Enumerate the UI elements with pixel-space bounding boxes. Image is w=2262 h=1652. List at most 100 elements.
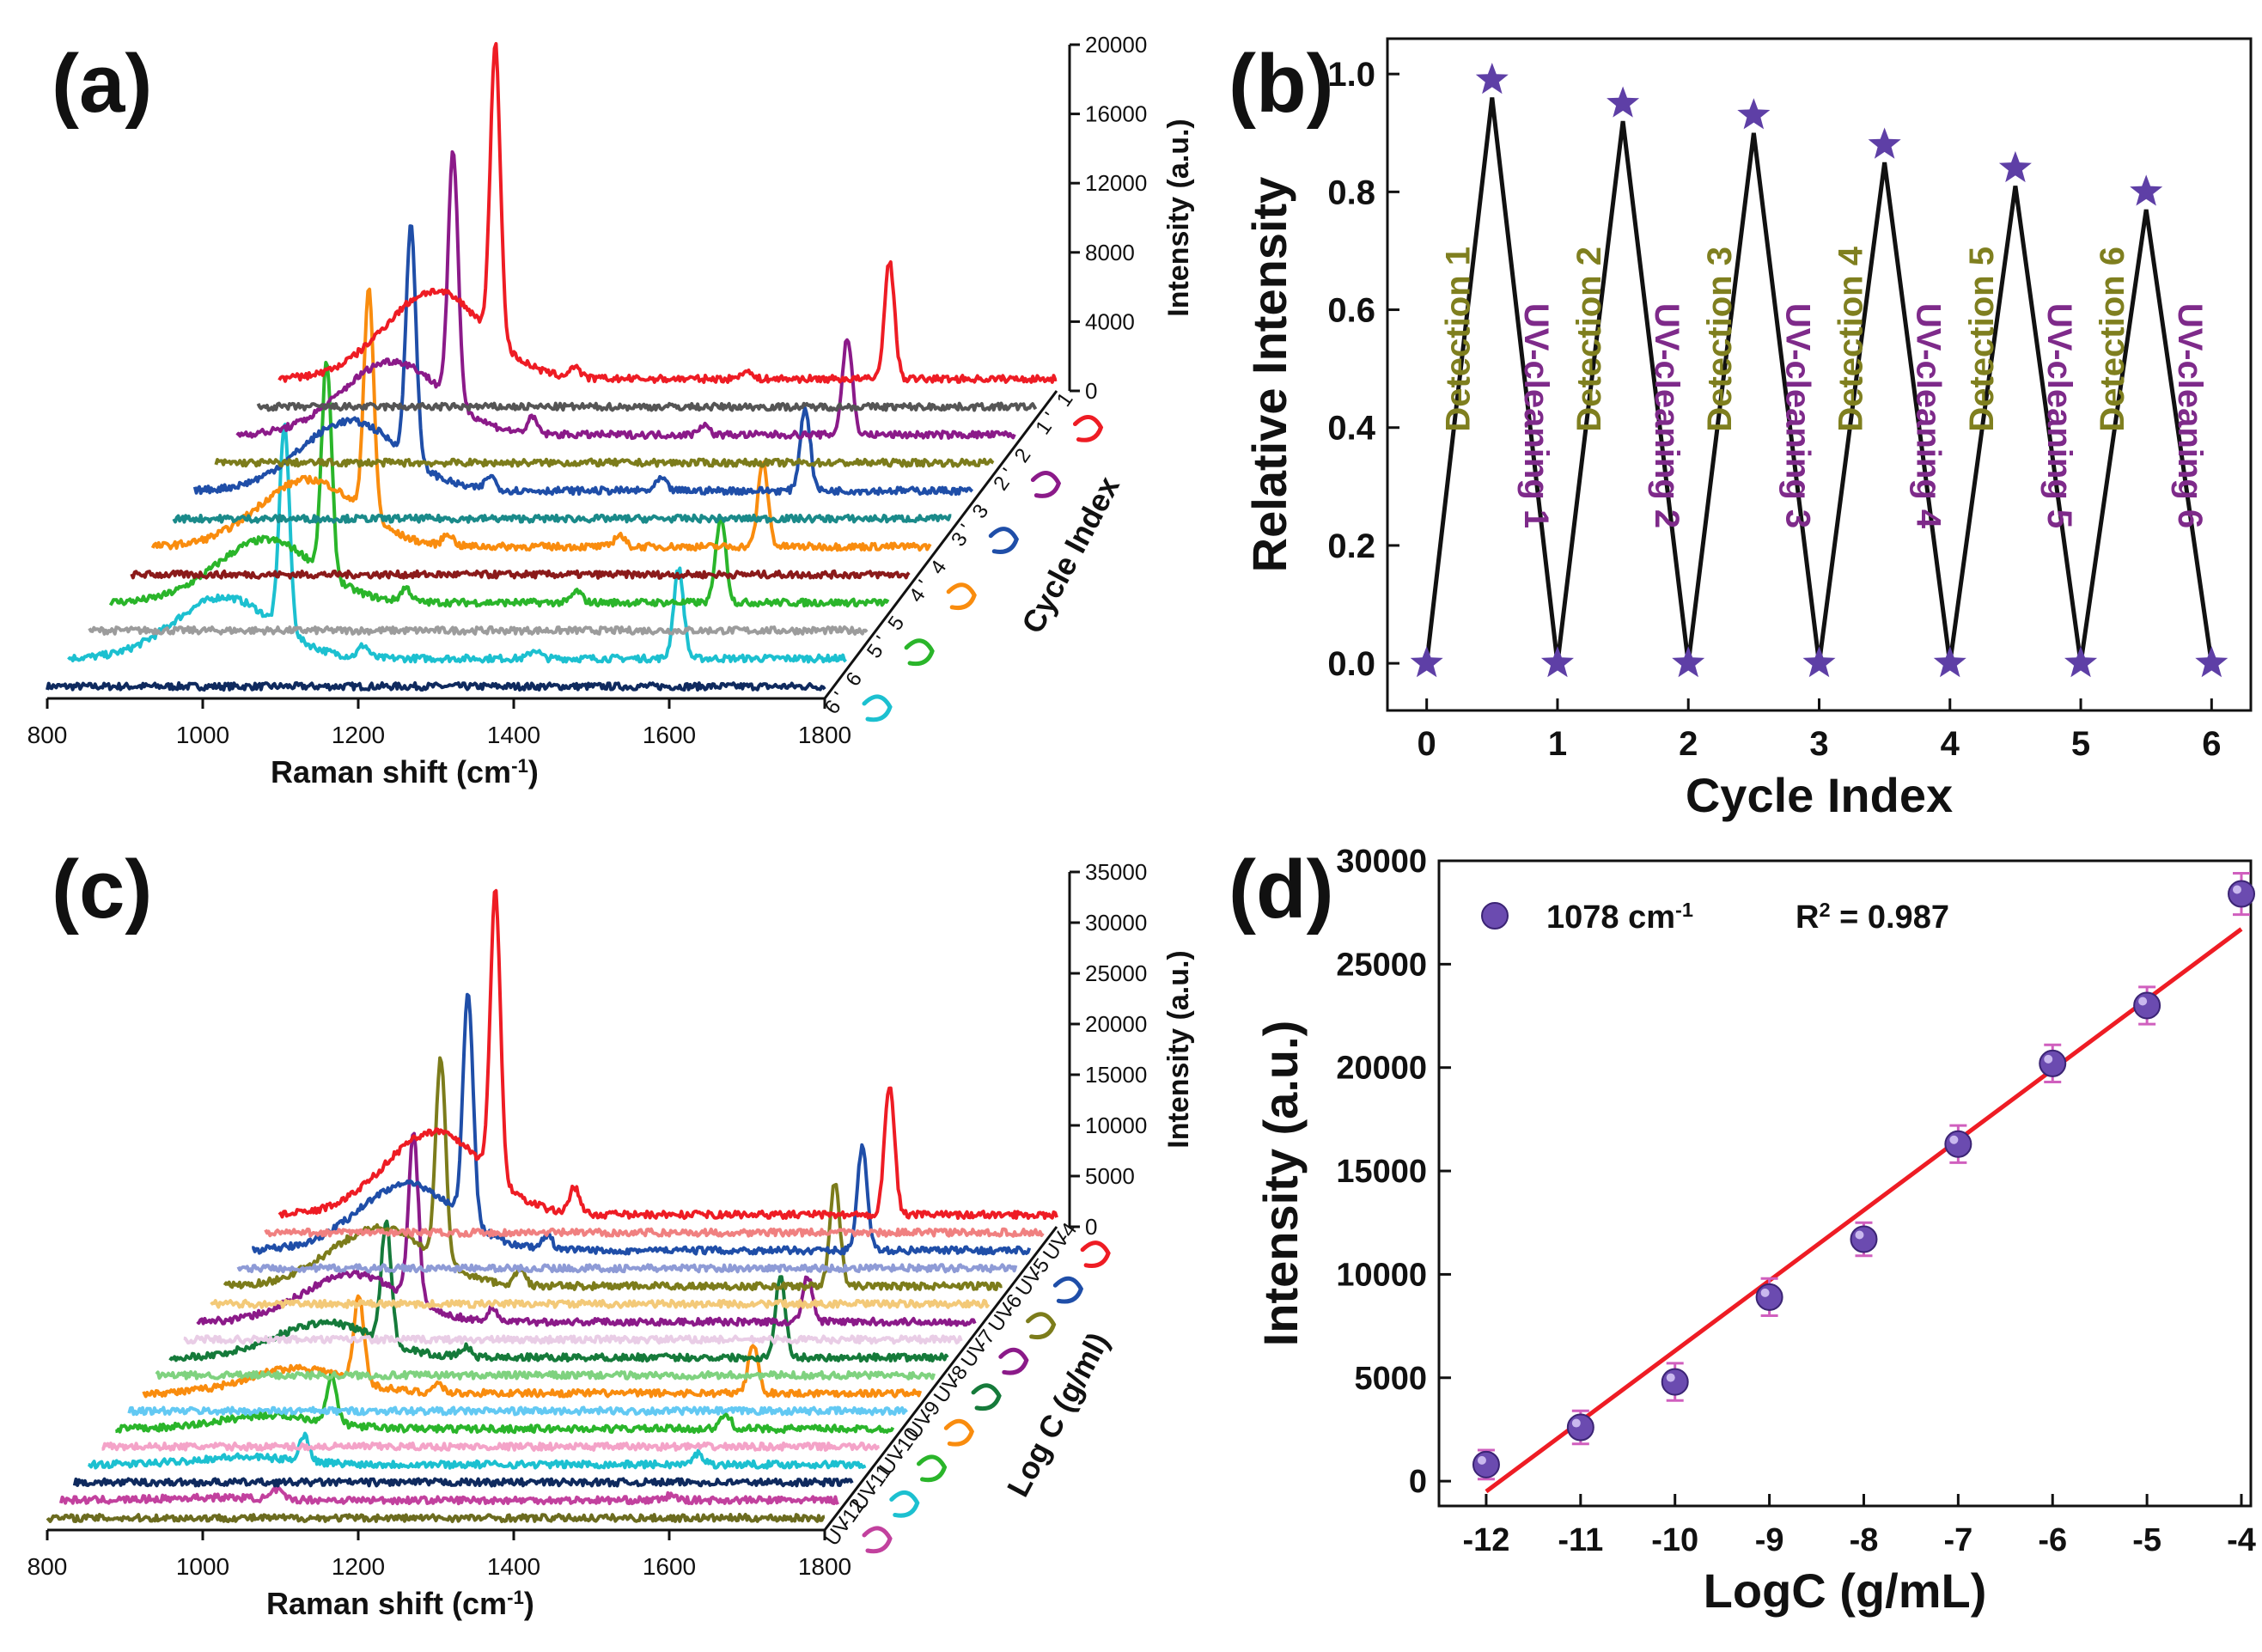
data-point-highlight [1666,1373,1675,1382]
x-tick-label: -6 [2038,1522,2067,1558]
x-tick-label: 1400 [487,1553,540,1580]
detection-label: Detection 5 [1963,247,2001,432]
x-axis-title: Raman shift (cm-1) [266,1586,534,1621]
x-axis-title: LogC (g/mL) [1704,1564,1987,1618]
star-marker [1998,150,2032,183]
cleaning-arrow-icon [1072,415,1104,442]
intensity-tick-label: 0 [1085,378,1097,404]
detection-label: Detection 3 [1701,247,1739,432]
data-point-highlight [1855,1230,1864,1240]
x-axis-title-part: ) [524,1586,534,1621]
cleaning-arrow-icon [946,582,977,610]
y-axis-title: Relative Intensity [1242,177,1296,573]
cleaning-arrow-icon [862,694,893,722]
intensity-tick-label: 4000 [1085,308,1135,334]
x-tick-label: -12 [1462,1522,1509,1558]
cleaning-arrow-icon [971,1383,1002,1411]
uv-cleaning-label: UV-cleaning 2 [1648,303,1686,528]
y-tick-label: 15000 [1336,1154,1427,1190]
spectrum-trace [46,681,826,692]
intensity-tick-label: 25000 [1085,960,1147,986]
cleaning-arrow-icon [998,1347,1029,1375]
cleaning-arrow-icon [1080,1241,1111,1268]
r-squared-label-part: R [1796,899,1819,936]
x-tick-label: 5 [2071,725,2090,763]
cleaning-arrow-icon [889,1490,920,1518]
y-tick-label: 0.4 [1327,410,1375,448]
depth-tick-label: 6 ' [820,688,851,719]
data-point [1850,1225,1878,1253]
y-tick-label: 0.2 [1327,527,1375,565]
x-tick-label: 1200 [332,722,385,748]
y-tick-label: 10000 [1336,1257,1427,1293]
cleaning-arrow-icon [862,1526,893,1554]
x-tick-label: -4 [2227,1522,2256,1558]
depth-axis-title: Cycle Index [1015,471,1126,639]
x-axis-title-part: -1 [511,755,528,777]
panel-b-cycle-plot: 0 1 2 3 4 5 6 0.0 0.2 0.4 0.6 0.8 1.0 Cycle Index Rela… [1242,37,2253,822]
spectrum-trace [236,1263,1018,1274]
intensity-tick-label: 20000 [1085,1011,1147,1037]
data-point [1566,1413,1594,1442]
legend-label: 1078 cm-1 [1546,899,1693,936]
y-tick-label: 1.0 [1327,56,1375,94]
x-tick-label: 1600 [643,1553,696,1580]
data-point [2133,991,2161,1020]
star-marker [1607,86,1640,118]
x-tick-label: 800 [27,1553,68,1580]
x-tick-label: 1000 [176,722,229,748]
detection-label: Detection 2 [1570,247,1608,432]
spectrum-trace [223,1056,1003,1291]
intensity-tick-label: 15000 [1085,1062,1147,1088]
spectrum-trace [150,287,932,552]
star-marker [1475,63,1509,94]
spectrum-trace [277,41,1058,384]
panel-c-letter: (c) [52,844,152,936]
x-axis-title: Raman shift (cm-1) [271,754,539,789]
x-tick-label: 6 [2202,725,2221,763]
depth-tick-label: 3 ' [947,521,978,552]
spectrum-trace [256,401,1038,412]
depth-axis-line [823,1226,1058,1531]
spectrum-trace [183,1334,963,1345]
uv-cleaning-label: UV-cleaning 3 [1778,303,1816,528]
spectrum-trace [88,625,869,636]
spectrum-trace [277,888,1058,1220]
spectrum-trace [101,1442,880,1452]
star-marker [2130,174,2163,206]
x-tick-label: 1800 [798,722,851,748]
y-tick-label: 0 [1409,1464,1427,1500]
spectrum-trace [127,1405,908,1417]
y-tick-label: 5000 [1354,1361,1427,1397]
panel-d-letter: (d) [1229,844,1334,936]
panel-a-waterfall: 800 1000 1200 1400 1600 1800 Raman shift (cm-1… [27,32,1195,789]
cleaning-arrow-icon [943,1418,975,1447]
spectrum-trace [46,1513,826,1523]
spectrum-trace [214,457,995,468]
detection-label: Detection 6 [2094,247,2131,432]
intensity-tick-label: 30000 [1085,910,1147,936]
x-tick-label: 1 [1548,725,1567,763]
cleaning-arrow-icon [1052,1276,1084,1304]
intensity-tick-label: 12000 [1085,170,1147,196]
spectrum-trace [172,513,952,524]
r-squared-label-part: = 0.987 [1831,899,1949,936]
legend-label-part: 1078 cm [1546,899,1675,936]
cleaning-arrow-icon [1026,1312,1057,1339]
y-tick-label: 25000 [1336,947,1427,983]
spectrum-trace [196,1131,977,1327]
intensity-axis-title: Intensity (a.u.) [1162,950,1195,1148]
spectrum-trace [251,992,1032,1256]
depth-tick-label: 4 [926,556,952,578]
star-marker [1802,646,1836,678]
y-tick-label: 30000 [1336,844,1427,880]
data-point [2228,880,2256,908]
data-point [1755,1283,1783,1311]
uv-cleaning-label: UV-cleaning 6 [2171,303,2209,528]
data-point [2039,1049,2067,1077]
uv-cleaning-label: UV-cleaning 4 [1910,303,1948,529]
depth-axis-title: Log C (g/ml) [1000,1326,1116,1503]
spectrum-trace [72,1477,854,1488]
r-squared-label: R2 = 0.987 [1796,899,1949,936]
